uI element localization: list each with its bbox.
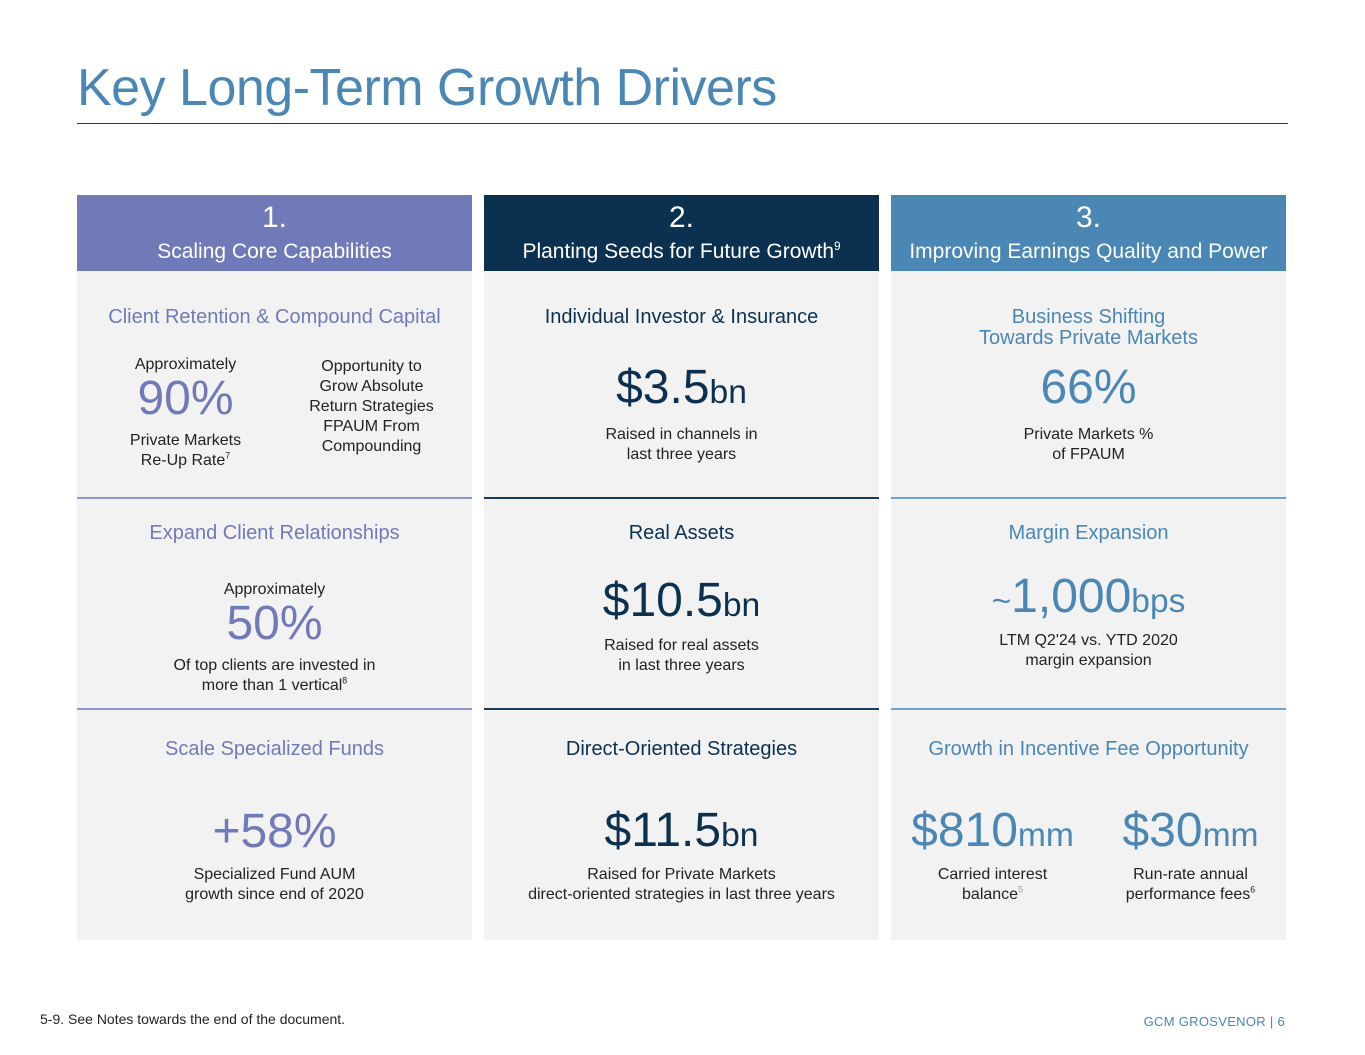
- approx-label: Approximately: [134, 356, 237, 373]
- top-clients-value: 50%: [226, 597, 323, 650]
- carried-interest-value: $810mm: [911, 804, 1074, 857]
- direct-raised-value: $11.5bn: [604, 804, 759, 857]
- section-title: Client Retention & Compound Capital: [108, 306, 441, 328]
- re-up-rate-value: 90%: [137, 372, 234, 425]
- column-heading: Planting Seeds for Future Growth9: [522, 240, 841, 263]
- section-client-retention: Client Retention & Compound Capital Appr…: [77, 271, 472, 499]
- carried-interest-caption: Carried interest balance5: [937, 866, 1048, 903]
- column-heading: Improving Earnings Quality and Power: [909, 240, 1268, 263]
- direct-raised-caption: Raised for Private Markets direct-orient…: [528, 866, 835, 903]
- section-title: Scale Specialized Funds: [164, 738, 384, 760]
- performance-fees-caption: Run-rate annual performance fees6: [1125, 866, 1256, 903]
- section-divider: [484, 708, 879, 710]
- brand-page-number: GCM GROSVENOR | 6: [1143, 1014, 1285, 1029]
- column-heading: Scaling Core Capabilities: [157, 240, 392, 263]
- section-divider: [891, 497, 1286, 499]
- column-earnings-quality: 3. Improving Earnings Quality and Power …: [891, 195, 1286, 940]
- section-title: Individual Investor & Insurance: [544, 306, 819, 328]
- title-divider: [77, 123, 1288, 124]
- section-title: Growth in Incentive Fee Opportunity: [928, 738, 1249, 760]
- column-number: 1.: [261, 201, 288, 234]
- section-divider: [77, 497, 472, 499]
- section-title: Business Shifting Towards Private Market…: [979, 306, 1198, 349]
- section-title: Direct-Oriented Strategies: [565, 738, 798, 760]
- section-business-shifting: Business Shifting Towards Private Market…: [891, 271, 1286, 499]
- private-markets-share-caption: Private Markets % of FPAUM: [1023, 426, 1154, 463]
- performance-fees-value: $30mm: [1122, 804, 1259, 857]
- margin-expansion-value: ~1,000bps: [991, 570, 1186, 623]
- approx-label: Approximately: [223, 581, 326, 598]
- column-header: 1. Scaling Core Capabilities: [77, 195, 472, 271]
- section-divider: [484, 497, 879, 499]
- specialized-growth-value: +58%: [212, 805, 337, 858]
- section-divider: [77, 708, 472, 710]
- column-header: 3. Improving Earnings Quality and Power: [891, 195, 1286, 271]
- section-individual-investor: Individual Investor & Insurance $3.5bn R…: [484, 271, 879, 499]
- section-expand-client-relationships: Expand Client Relationships Approximatel…: [77, 499, 472, 710]
- column-number: 2.: [668, 201, 695, 234]
- private-markets-share-value: 66%: [1040, 361, 1137, 414]
- page-title: Key Long-Term Growth Drivers: [77, 59, 777, 117]
- real-assets-value: $10.5bn: [602, 574, 761, 627]
- section-margin-expansion: Margin Expansion ~1,000bps LTM Q2'24 vs.…: [891, 499, 1286, 710]
- specialized-growth-caption: Specialized Fund AUM growth since end of…: [185, 866, 364, 903]
- section-incentive-fee: Growth in Incentive Fee Opportunity $810…: [891, 710, 1286, 940]
- opportunity-text: Opportunity to Grow Absolute Return Stra…: [309, 358, 434, 455]
- column-scaling-core-capabilities: 1. Scaling Core Capabilities Client Rete…: [77, 195, 472, 940]
- footnote: 5-9. See Notes towards the end of the do…: [40, 1011, 346, 1027]
- column-number: 3.: [1075, 201, 1102, 234]
- section-title: Real Assets: [628, 522, 735, 544]
- re-up-rate-caption: Private Markets Re-Up Rate7: [129, 432, 242, 469]
- top-clients-caption: Of top clients are invested in more than…: [173, 657, 376, 694]
- column-header: 2. Planting Seeds for Future Growth9: [484, 195, 879, 271]
- section-direct-oriented: Direct-Oriented Strategies $11.5bn Raise…: [484, 710, 879, 940]
- section-title: Margin Expansion: [1008, 522, 1169, 544]
- individual-raised-value: $3.5bn: [616, 361, 747, 414]
- margin-expansion-caption: LTM Q2'24 vs. YTD 2020 margin expansion: [999, 632, 1178, 669]
- section-real-assets: Real Assets $10.5bn Raised for real asse…: [484, 499, 879, 710]
- column-planting-seeds: 2. Planting Seeds for Future Growth9 Ind…: [484, 195, 879, 940]
- section-title: Expand Client Relationships: [149, 522, 400, 544]
- section-scale-specialized-funds: Scale Specialized Funds +58% Specialized…: [77, 710, 472, 940]
- individual-raised-caption: Raised in channels in last three years: [605, 426, 758, 463]
- real-assets-caption: Raised for real assets in last three yea…: [604, 637, 759, 674]
- section-divider: [891, 708, 1286, 710]
